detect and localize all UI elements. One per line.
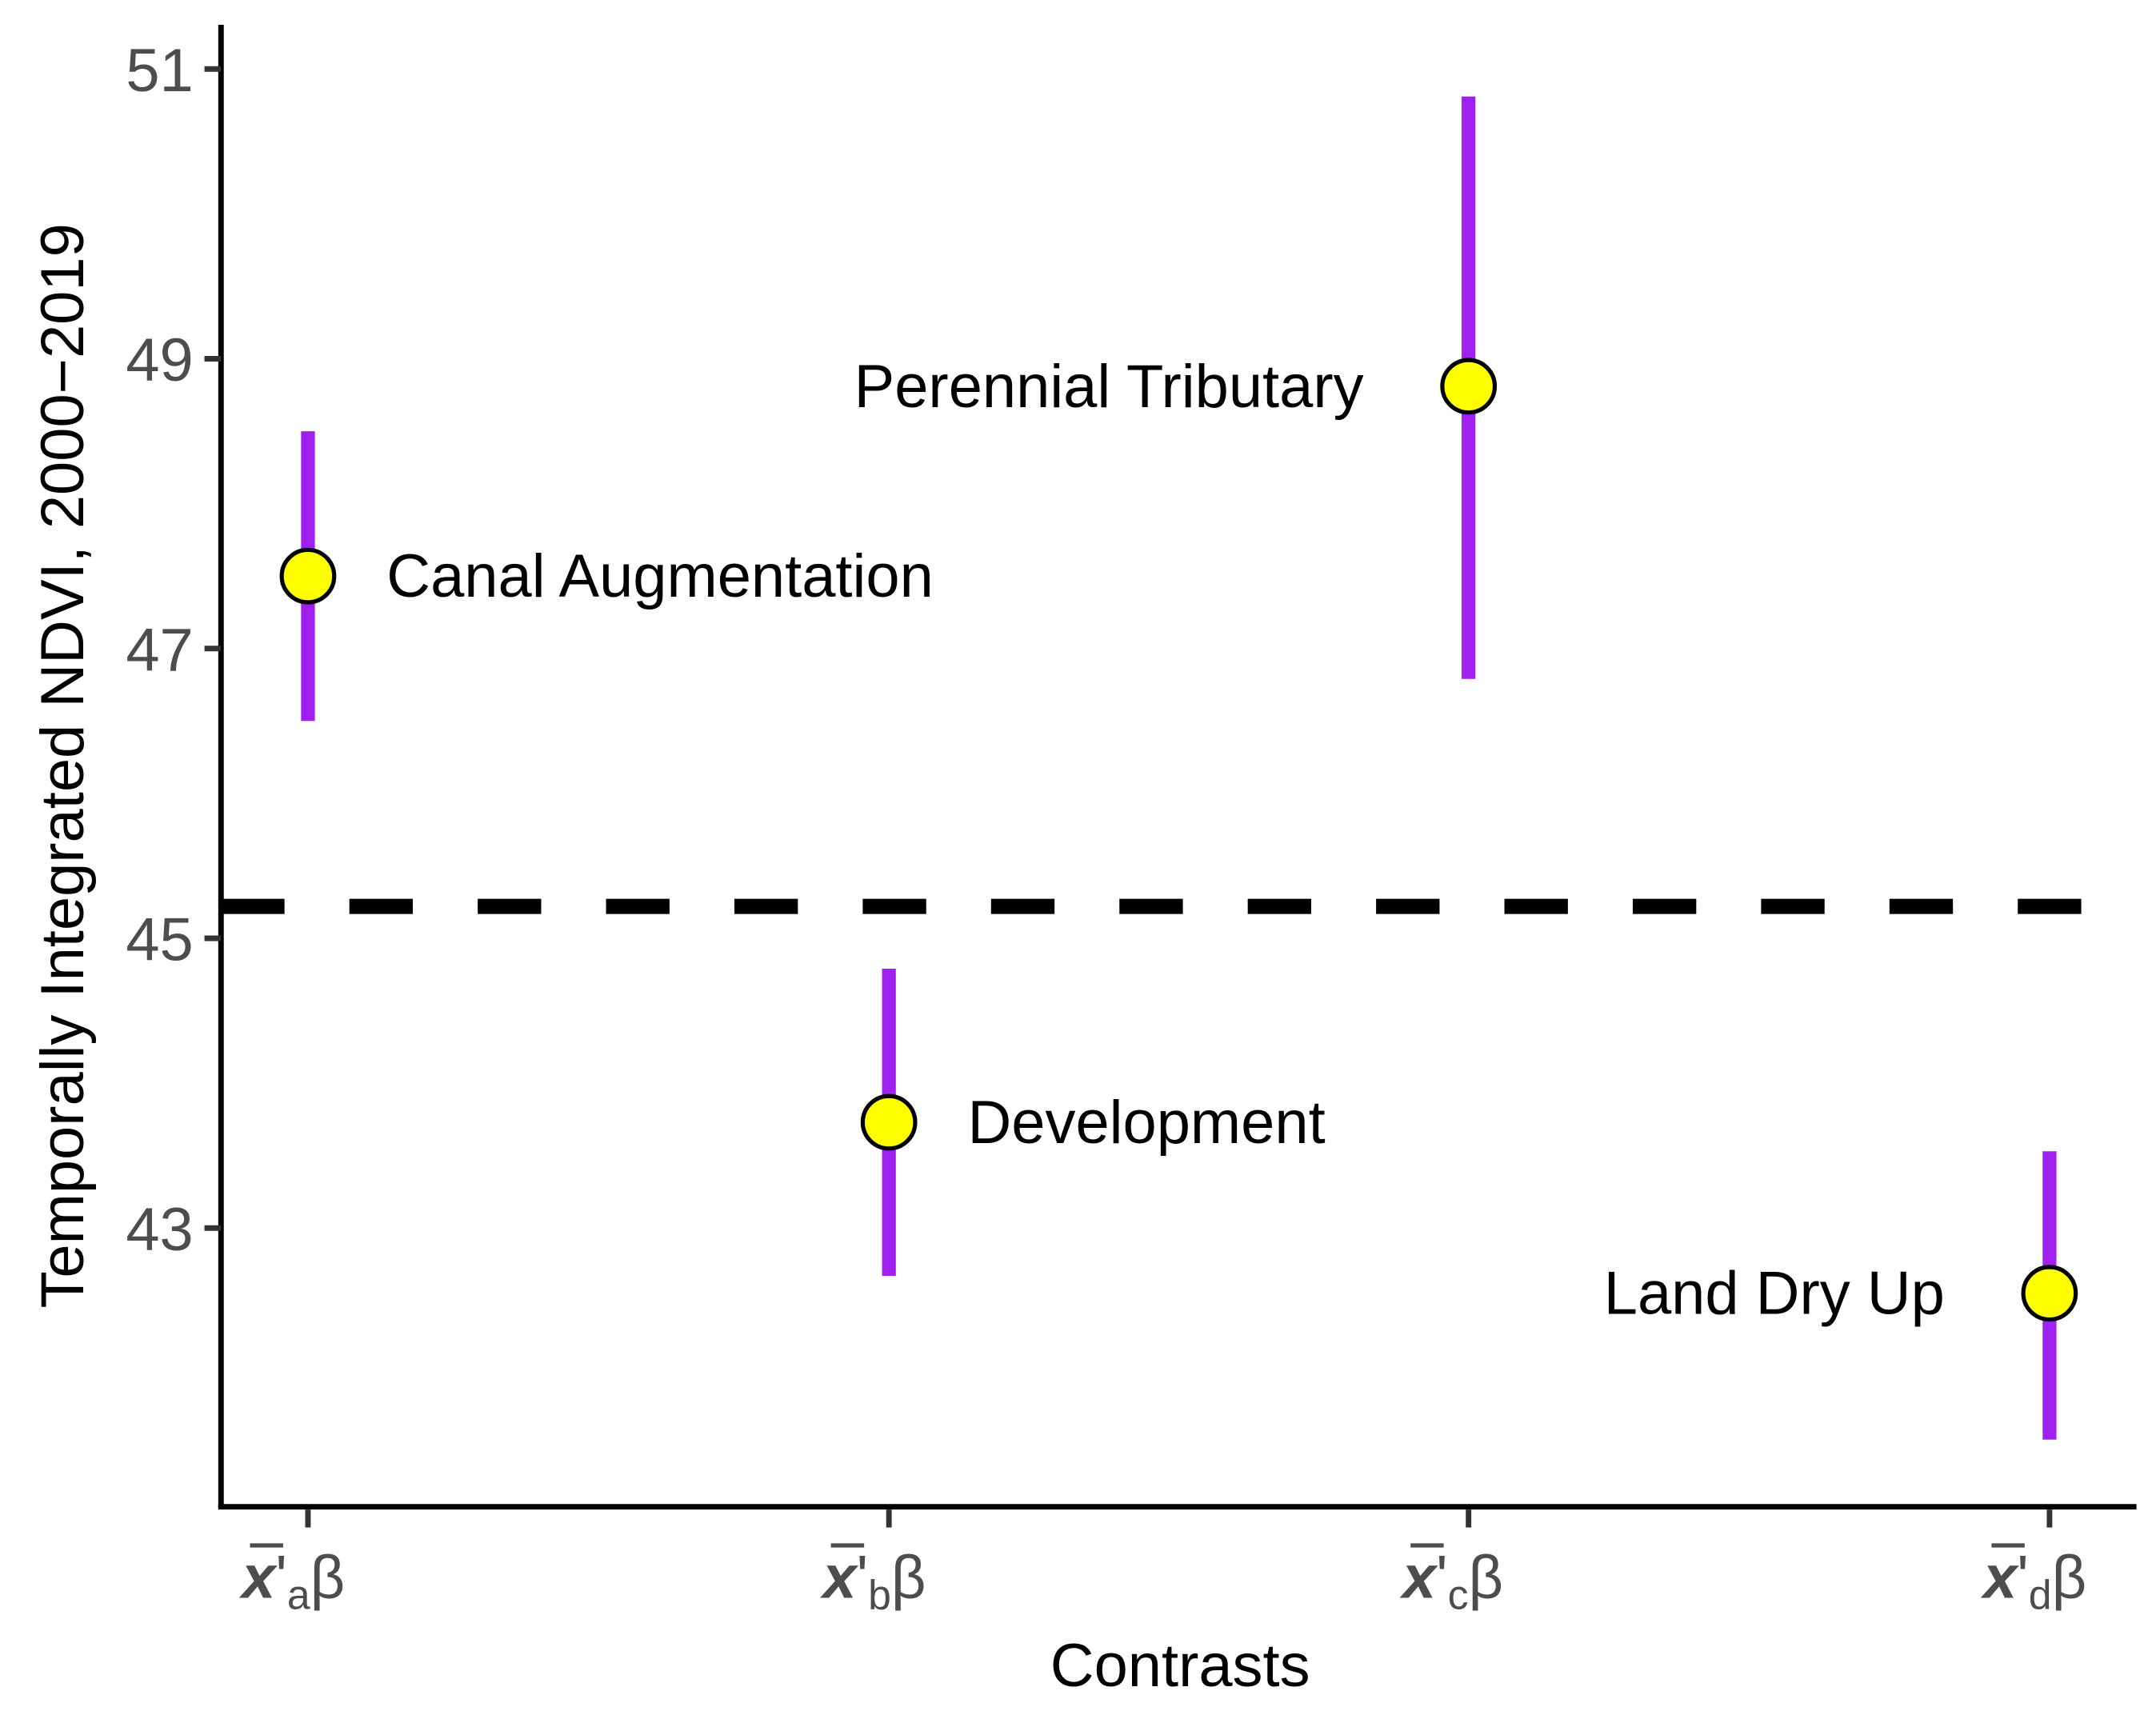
x-ticks: x'aβ x'bβ x'cβ x'dβ [238, 1509, 2086, 1617]
subscript: c [1448, 1571, 1469, 1617]
x-tick-label: x'dβ [1980, 1543, 2086, 1618]
prime: ' [275, 1544, 287, 1612]
point-label-d: Land Dry Up [1604, 1260, 1945, 1328]
subscript: b [868, 1571, 891, 1617]
point-c [1440, 358, 1498, 415]
x-symbol: x [238, 1544, 278, 1612]
point-label-c: Perennial Tributary [854, 353, 1364, 421]
point-a [279, 547, 337, 605]
y-ticks: 43 45 47 49 51 [126, 37, 222, 1264]
prime: ' [857, 1544, 869, 1612]
point-label-b: Development [967, 1089, 1325, 1157]
plot-area: Canal Augmentation Development Perennial T… [221, 96, 2137, 1440]
y-axis-label: Temporally Integrated NDVI, 2000−2019 [29, 223, 97, 1308]
y-tick-label: 43 [126, 1196, 193, 1264]
y-tick-label: 51 [126, 37, 193, 105]
x-tick-text: x'aβ [238, 1544, 345, 1618]
x-symbol: x [1399, 1544, 1438, 1612]
point-b [860, 1093, 918, 1151]
beta: β [2052, 1544, 2087, 1612]
x-tick-text: x'dβ [1980, 1544, 2086, 1618]
y-tick-label: 49 [126, 326, 193, 394]
prime: ' [2017, 1544, 2029, 1612]
subscript: d [2029, 1571, 2052, 1617]
point-label-a: Canal Augmentation [386, 542, 934, 610]
beta: β [310, 1544, 346, 1612]
x-tick-label: x'bβ [819, 1543, 926, 1618]
x-tick-label: x'cβ [1399, 1543, 1503, 1618]
x-tick-text: x'cβ [1399, 1544, 1503, 1618]
prime: ' [1436, 1544, 1447, 1612]
beta: β [1468, 1544, 1503, 1612]
x-symbol: x [1980, 1544, 2019, 1612]
x-tick-label: x'aβ [238, 1543, 345, 1618]
y-tick-label: 47 [126, 616, 193, 684]
y-tick-label: 45 [126, 906, 193, 974]
point-d [2021, 1265, 2078, 1322]
beta: β [891, 1544, 926, 1612]
x-symbol: x [819, 1544, 858, 1612]
x-tick-text: x'bβ [819, 1544, 926, 1618]
x-axis-label: Contrasts [1050, 1632, 1310, 1700]
subscript: a [287, 1571, 310, 1617]
